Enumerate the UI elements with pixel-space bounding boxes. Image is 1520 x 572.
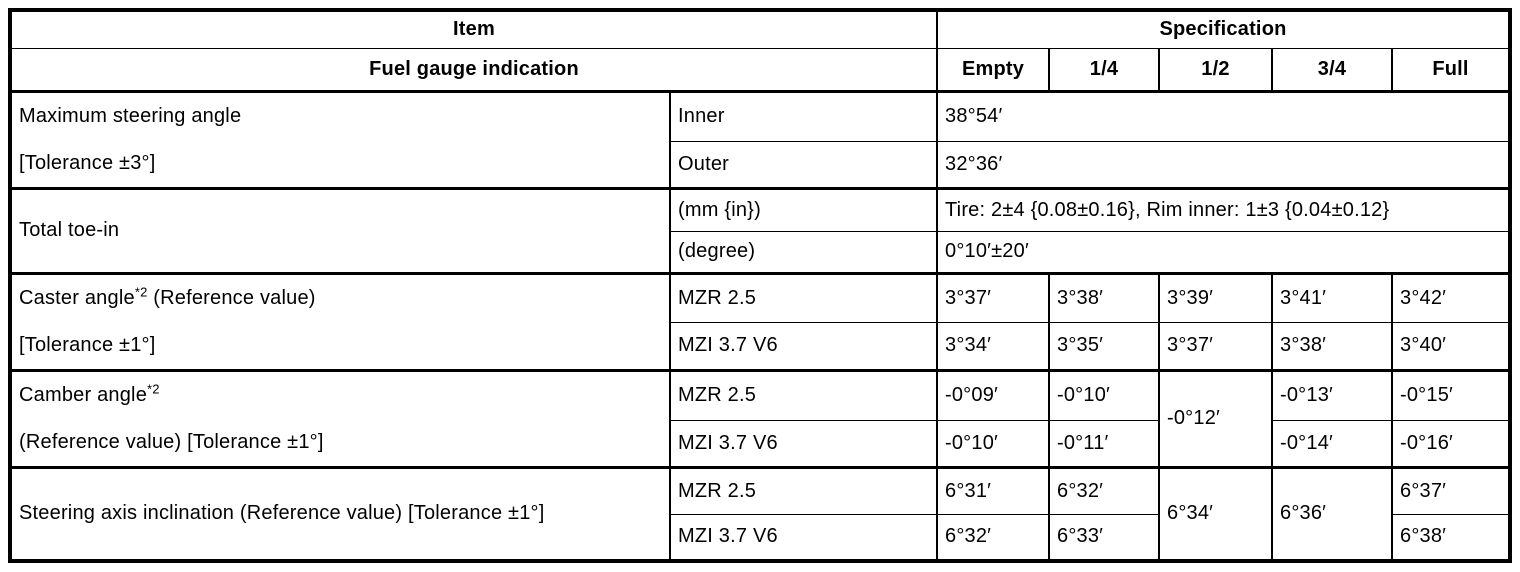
sai-mzr-row: Steering axis inclination (Reference val… (9, 466, 1511, 562)
sai-mzr-quarter-cell: 6°32′ (1048, 466, 1160, 515)
fuel-gauge-indication-cell: Fuel gauge indication (9, 47, 938, 93)
caster-mzr-empty-cell: 3°37′ (936, 272, 1050, 323)
sai-mzi-engine-cell: MZI 3.7 V6 (669, 513, 938, 562)
max-steering-angle-tolerance: [Tolerance ±3°] (19, 152, 156, 174)
camber-mzr-empty-cell: -0°09′ (936, 369, 1050, 422)
steering-axis-inclination-label-cell: Steering axis inclination (Reference val… (9, 466, 671, 562)
caster-mzi-full-cell: 3°40′ (1391, 321, 1511, 372)
camber-mzr-engine-cell: MZR 2.5 (669, 369, 938, 422)
camber-mzr-quarter-cell: -0°10′ (1048, 369, 1160, 422)
camber-half-shared-cell: -0°12′ (1158, 369, 1273, 469)
caster-footnote-marker: *2 (134, 284, 148, 300)
toe-in-mm-row: Total toe-in (mm {in}) Tire: 2±4 {0.08±0… (9, 187, 1511, 275)
outer-value-cell: 32°36′ (936, 140, 1511, 190)
sai-mzi-full-cell: 6°38′ (1391, 513, 1511, 562)
caster-mzr-full-cell: 3°42′ (1391, 272, 1511, 323)
toe-in-degree-value-cell: 0°10′±20′ (936, 230, 1511, 275)
caster-angle-tolerance: [Tolerance ±1°] (19, 334, 156, 356)
max-steering-angle-label-cell: Maximum steering angle [Tolerance ±3°] (9, 90, 671, 190)
fuel-level-full-header: Full (1391, 47, 1511, 93)
camber-angle-tolerance: (Reference value) [Tolerance ±1°] (19, 431, 324, 453)
total-toe-in-label-cell: Total toe-in (9, 187, 671, 275)
specification-header-cell: Specification (936, 9, 1511, 49)
camber-mzi-empty-cell: -0°10′ (936, 420, 1050, 469)
toe-in-mm-sublabel-cell: (mm {in}) (669, 187, 938, 232)
sai-mzi-quarter-cell: 6°33′ (1048, 513, 1160, 562)
caster-angle-label: Caster angle*2 (Reference value) (19, 284, 316, 309)
camber-footnote-marker: *2 (147, 381, 160, 397)
caster-mzr-three-quarter-cell: 3°41′ (1271, 272, 1393, 323)
camber-angle-label: Camber angle*2 (19, 381, 160, 406)
sai-mzr-empty-cell: 6°31′ (936, 466, 1050, 515)
camber-mzi-engine-cell: MZI 3.7 V6 (669, 420, 938, 469)
caster-mzi-three-quarter-cell: 3°38′ (1271, 321, 1393, 372)
caster-angle-label-cell: Caster angle*2 (Reference value) [Tolera… (9, 272, 671, 372)
caster-mzr-row: Caster angle*2 (Reference value) [Tolera… (9, 272, 1511, 372)
caster-mzi-row: MZI 3.7 V6 3°34′ 3°35′ 3°37′ 3°38′ 3°40′ (10, 321, 1511, 372)
sai-mzr-engine-cell: MZR 2.5 (669, 466, 938, 515)
inner-value-cell: 38°54′ (936, 90, 1511, 142)
outer-sublabel-cell: Outer (669, 140, 938, 190)
header-row-fuel-gauge: Fuel gauge indication Empty 1/4 1/2 3/4 … (9, 47, 1511, 93)
camber-mzi-row: MZI 3.7 V6 -0°10′ -0°11′ -0°14′ -0°16′ (10, 420, 1511, 469)
toe-in-mm-value-cell: Tire: 2±4 {0.08±0.16}, Rim inner: 1±3 {0… (936, 187, 1511, 232)
camber-mzr-three-quarter-cell: -0°13′ (1271, 369, 1393, 422)
max-steering-outer-row: Outer 32°36′ (10, 140, 1511, 190)
camber-mzr-row: Camber angle*2 (Reference value) [Tolera… (9, 369, 1511, 469)
camber-mzi-full-cell: -0°16′ (1391, 420, 1511, 469)
caster-mzr-engine-cell: MZR 2.5 (669, 272, 938, 323)
caster-mzr-half-cell: 3°39′ (1158, 272, 1273, 323)
inner-sublabel-cell: Inner (669, 90, 938, 142)
alignment-specification-table: Item Specification Fuel gauge indication… (8, 8, 1512, 563)
caster-mzi-half-cell: 3°37′ (1158, 321, 1273, 372)
sai-mzr-full-cell: 6°37′ (1391, 466, 1511, 515)
fuel-level-quarter-header: 1/4 (1048, 47, 1160, 93)
sai-mzi-row: MZI 3.7 V6 6°32′ 6°33′ 6°38′ (10, 513, 1511, 562)
sai-mzi-empty-cell: 6°32′ (936, 513, 1050, 562)
toe-in-degree-row: (degree) 0°10′±20′ (10, 230, 1511, 275)
caster-mzi-engine-cell: MZI 3.7 V6 (669, 321, 938, 372)
caster-mzi-empty-cell: 3°34′ (936, 321, 1050, 372)
caster-mzi-quarter-cell: 3°35′ (1048, 321, 1160, 372)
sai-half-shared-cell: 6°34′ (1158, 466, 1273, 562)
camber-angle-label-cell: Camber angle*2 (Reference value) [Tolera… (9, 369, 671, 469)
sai-three-quarter-shared-cell: 6°36′ (1271, 466, 1393, 562)
max-steering-inner-row: Maximum steering angle [Tolerance ±3°] I… (9, 90, 1511, 190)
fuel-level-half-header: 1/2 (1158, 47, 1273, 93)
camber-mzi-three-quarter-cell: -0°14′ (1271, 420, 1393, 469)
toe-in-degree-sublabel-cell: (degree) (669, 230, 938, 275)
camber-mzr-full-cell: -0°15′ (1391, 369, 1511, 422)
header-row-item-spec: Item Specification (9, 9, 1511, 49)
max-steering-angle-label: Maximum steering angle (19, 105, 242, 127)
fuel-level-three-quarter-header: 3/4 (1271, 47, 1393, 93)
item-header-cell: Item (9, 9, 938, 49)
caster-mzr-quarter-cell: 3°38′ (1048, 272, 1160, 323)
camber-mzi-quarter-cell: -0°11′ (1048, 420, 1160, 469)
fuel-level-empty-header: Empty (936, 47, 1050, 93)
